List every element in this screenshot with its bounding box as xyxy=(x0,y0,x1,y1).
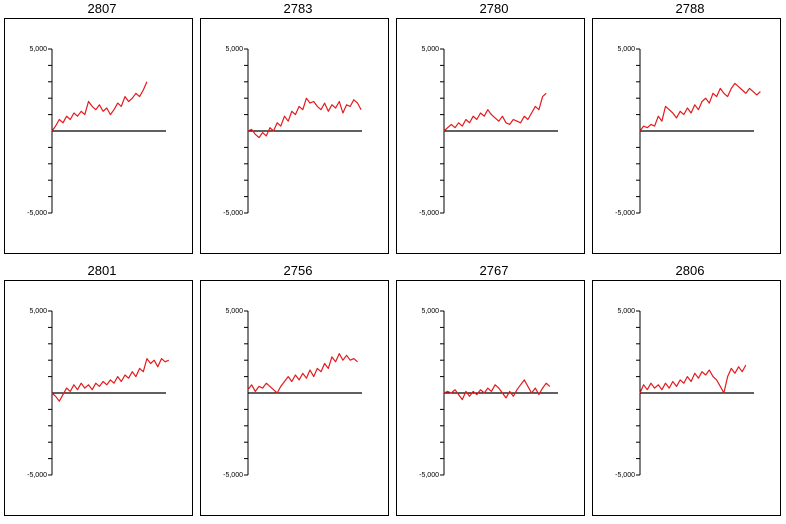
plot-frame: 5,000 -5,000 xyxy=(592,18,781,254)
chart-svg: 5,000 -5,000 xyxy=(27,46,166,217)
chart-panel: 2806 5,000 -5,000 xyxy=(592,262,786,522)
y-tick-label: 5,000 xyxy=(617,46,635,53)
y-tick-label: -5,000 xyxy=(223,472,243,479)
chart-svg: 5,000 -5,000 xyxy=(615,46,761,217)
chart-title: 2788 xyxy=(675,1,705,16)
series-line xyxy=(639,82,761,132)
y-tick-label: -5,000 xyxy=(419,210,439,217)
y-tick-label: 5,000 xyxy=(225,308,243,315)
y-tick-label: 5,000 xyxy=(29,46,47,53)
chart-svg: 5,000 -5,000 xyxy=(419,308,558,479)
chart-title: 2780 xyxy=(479,1,509,16)
chart-panel: 2801 5,000 -5,000 xyxy=(4,262,200,522)
chart-svg: 5,000 -5,000 xyxy=(615,308,754,479)
y-tick-label: -5,000 xyxy=(615,210,635,217)
chart-panel: 2788 5,000 -5,000 xyxy=(592,0,786,260)
y-tick-label: 5,000 xyxy=(225,46,243,53)
series-line xyxy=(443,379,551,401)
y-tick-label: -5,000 xyxy=(27,210,47,217)
chart-panel: 2756 5,000 -5,000 xyxy=(200,262,396,522)
chart-svg: 5,000 -5,000 xyxy=(27,308,170,479)
y-tick-label: 5,000 xyxy=(421,308,439,315)
chart-panel: 2780 5,000 -5,000 xyxy=(396,0,592,260)
chart-title: 2767 xyxy=(479,263,509,278)
plot-frame: 5,000 -5,000 xyxy=(4,280,193,516)
series-line xyxy=(443,92,547,132)
chart-title: 2756 xyxy=(283,263,313,278)
chart-panel: 2767 5,000 -5,000 xyxy=(396,262,592,522)
plot-frame: 5,000 -5,000 xyxy=(396,18,585,254)
plot-frame: 5,000 -5,000 xyxy=(200,280,389,516)
chart-svg: 5,000 -5,000 xyxy=(419,46,558,217)
y-tick-label: -5,000 xyxy=(419,472,439,479)
chart-svg: 5,000 -5,000 xyxy=(223,308,362,479)
y-tick-label: -5,000 xyxy=(615,472,635,479)
chart-svg: 5,000 -5,000 xyxy=(223,46,362,217)
chart-title: 2806 xyxy=(675,263,705,278)
series-line xyxy=(51,81,148,132)
y-tick-label: 5,000 xyxy=(421,46,439,53)
y-tick-label: 5,000 xyxy=(617,308,635,315)
y-tick-label: -5,000 xyxy=(27,472,47,479)
y-tick-label: 5,000 xyxy=(29,308,47,315)
chart-panel: 2807 5,000 -5,000 xyxy=(4,0,200,260)
series-line xyxy=(247,97,362,139)
chart-title: 2783 xyxy=(283,1,313,16)
y-tick-label: -5,000 xyxy=(223,210,243,217)
series-line xyxy=(247,352,358,394)
chart-title: 2801 xyxy=(87,263,117,278)
series-line xyxy=(639,364,747,394)
chart-panel: 2783 5,000 -5,000 xyxy=(200,0,396,260)
plot-frame: 5,000 -5,000 xyxy=(4,18,193,254)
chart-title: 2807 xyxy=(87,1,117,16)
plot-frame: 5,000 -5,000 xyxy=(200,18,389,254)
plot-frame: 5,000 -5,000 xyxy=(396,280,585,516)
series-line xyxy=(51,357,170,402)
plot-frame: 5,000 -5,000 xyxy=(592,280,781,516)
